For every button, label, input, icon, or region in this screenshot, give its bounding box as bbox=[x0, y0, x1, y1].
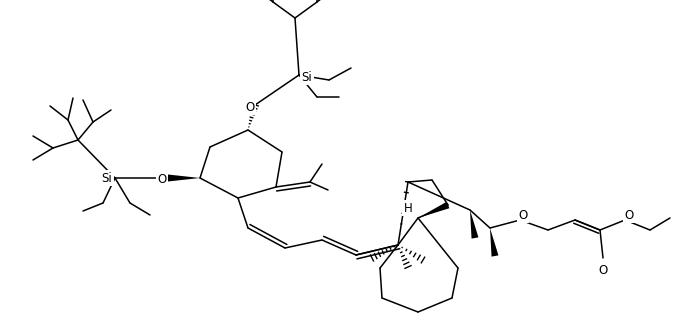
Polygon shape bbox=[470, 210, 478, 239]
Text: Si: Si bbox=[102, 172, 112, 185]
Polygon shape bbox=[490, 228, 498, 257]
Text: O: O bbox=[599, 263, 608, 276]
Text: O: O bbox=[624, 209, 634, 221]
Polygon shape bbox=[418, 202, 449, 218]
Text: Si: Si bbox=[302, 70, 312, 84]
Polygon shape bbox=[168, 174, 200, 181]
Text: O: O bbox=[518, 209, 527, 221]
Text: O: O bbox=[246, 100, 255, 114]
Text: H: H bbox=[403, 202, 412, 214]
Text: O: O bbox=[157, 172, 167, 186]
